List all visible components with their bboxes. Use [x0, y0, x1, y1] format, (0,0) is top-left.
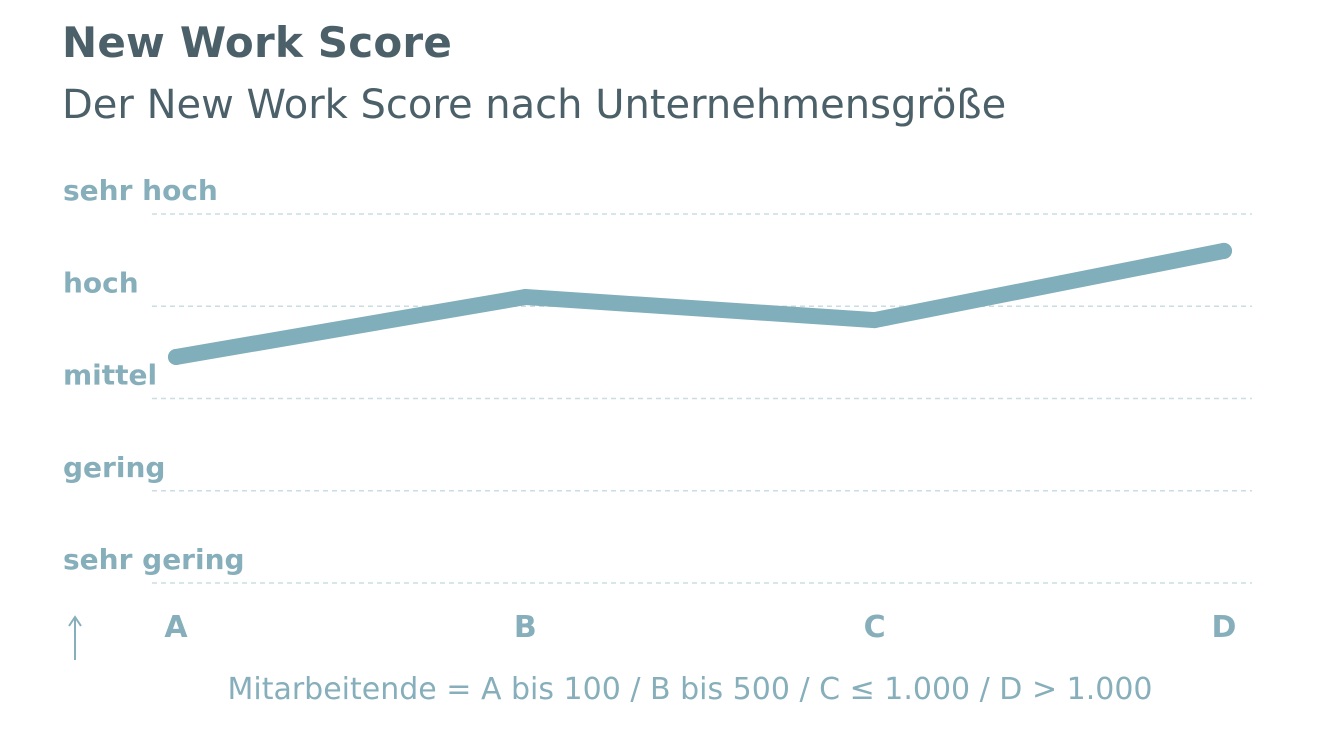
y-axis-labels: sehr gering gering mittel hoch sehr hoch [63, 174, 245, 576]
data-point-D [1216, 242, 1232, 259]
y-tick-label: gering [63, 451, 165, 484]
series-polyline [168, 242, 1232, 365]
x-tick-label: B [514, 610, 537, 645]
y-tick-label: sehr gering [63, 543, 245, 576]
y-tick-label: mittel [63, 359, 157, 392]
series-line [168, 242, 1232, 365]
y-tick-label: sehr hoch [63, 174, 218, 207]
x-tick-label: C [864, 610, 886, 645]
x-tick-label: A [164, 610, 188, 645]
chart-title: New Work Score [62, 18, 453, 67]
x-tick-label: D [1212, 610, 1237, 645]
grid-lines [152, 213, 1252, 584]
x-axis-caption: Mitarbeitende = A bis 100 / B bis 500 / … [227, 672, 1153, 707]
arrow-up-icon [68, 615, 82, 660]
chart-subtitle: Der New Work Score nach Unternehmensgröß… [62, 82, 1007, 128]
data-point-C [866, 312, 883, 329]
x-axis-labels: A B C D [164, 610, 1236, 645]
y-tick-label: hoch [63, 266, 139, 299]
data-point-A [168, 348, 184, 365]
line-chart: sehr gering gering mittel hoch sehr hoch A B C… [63, 174, 1252, 645]
data-point-B [517, 289, 534, 306]
